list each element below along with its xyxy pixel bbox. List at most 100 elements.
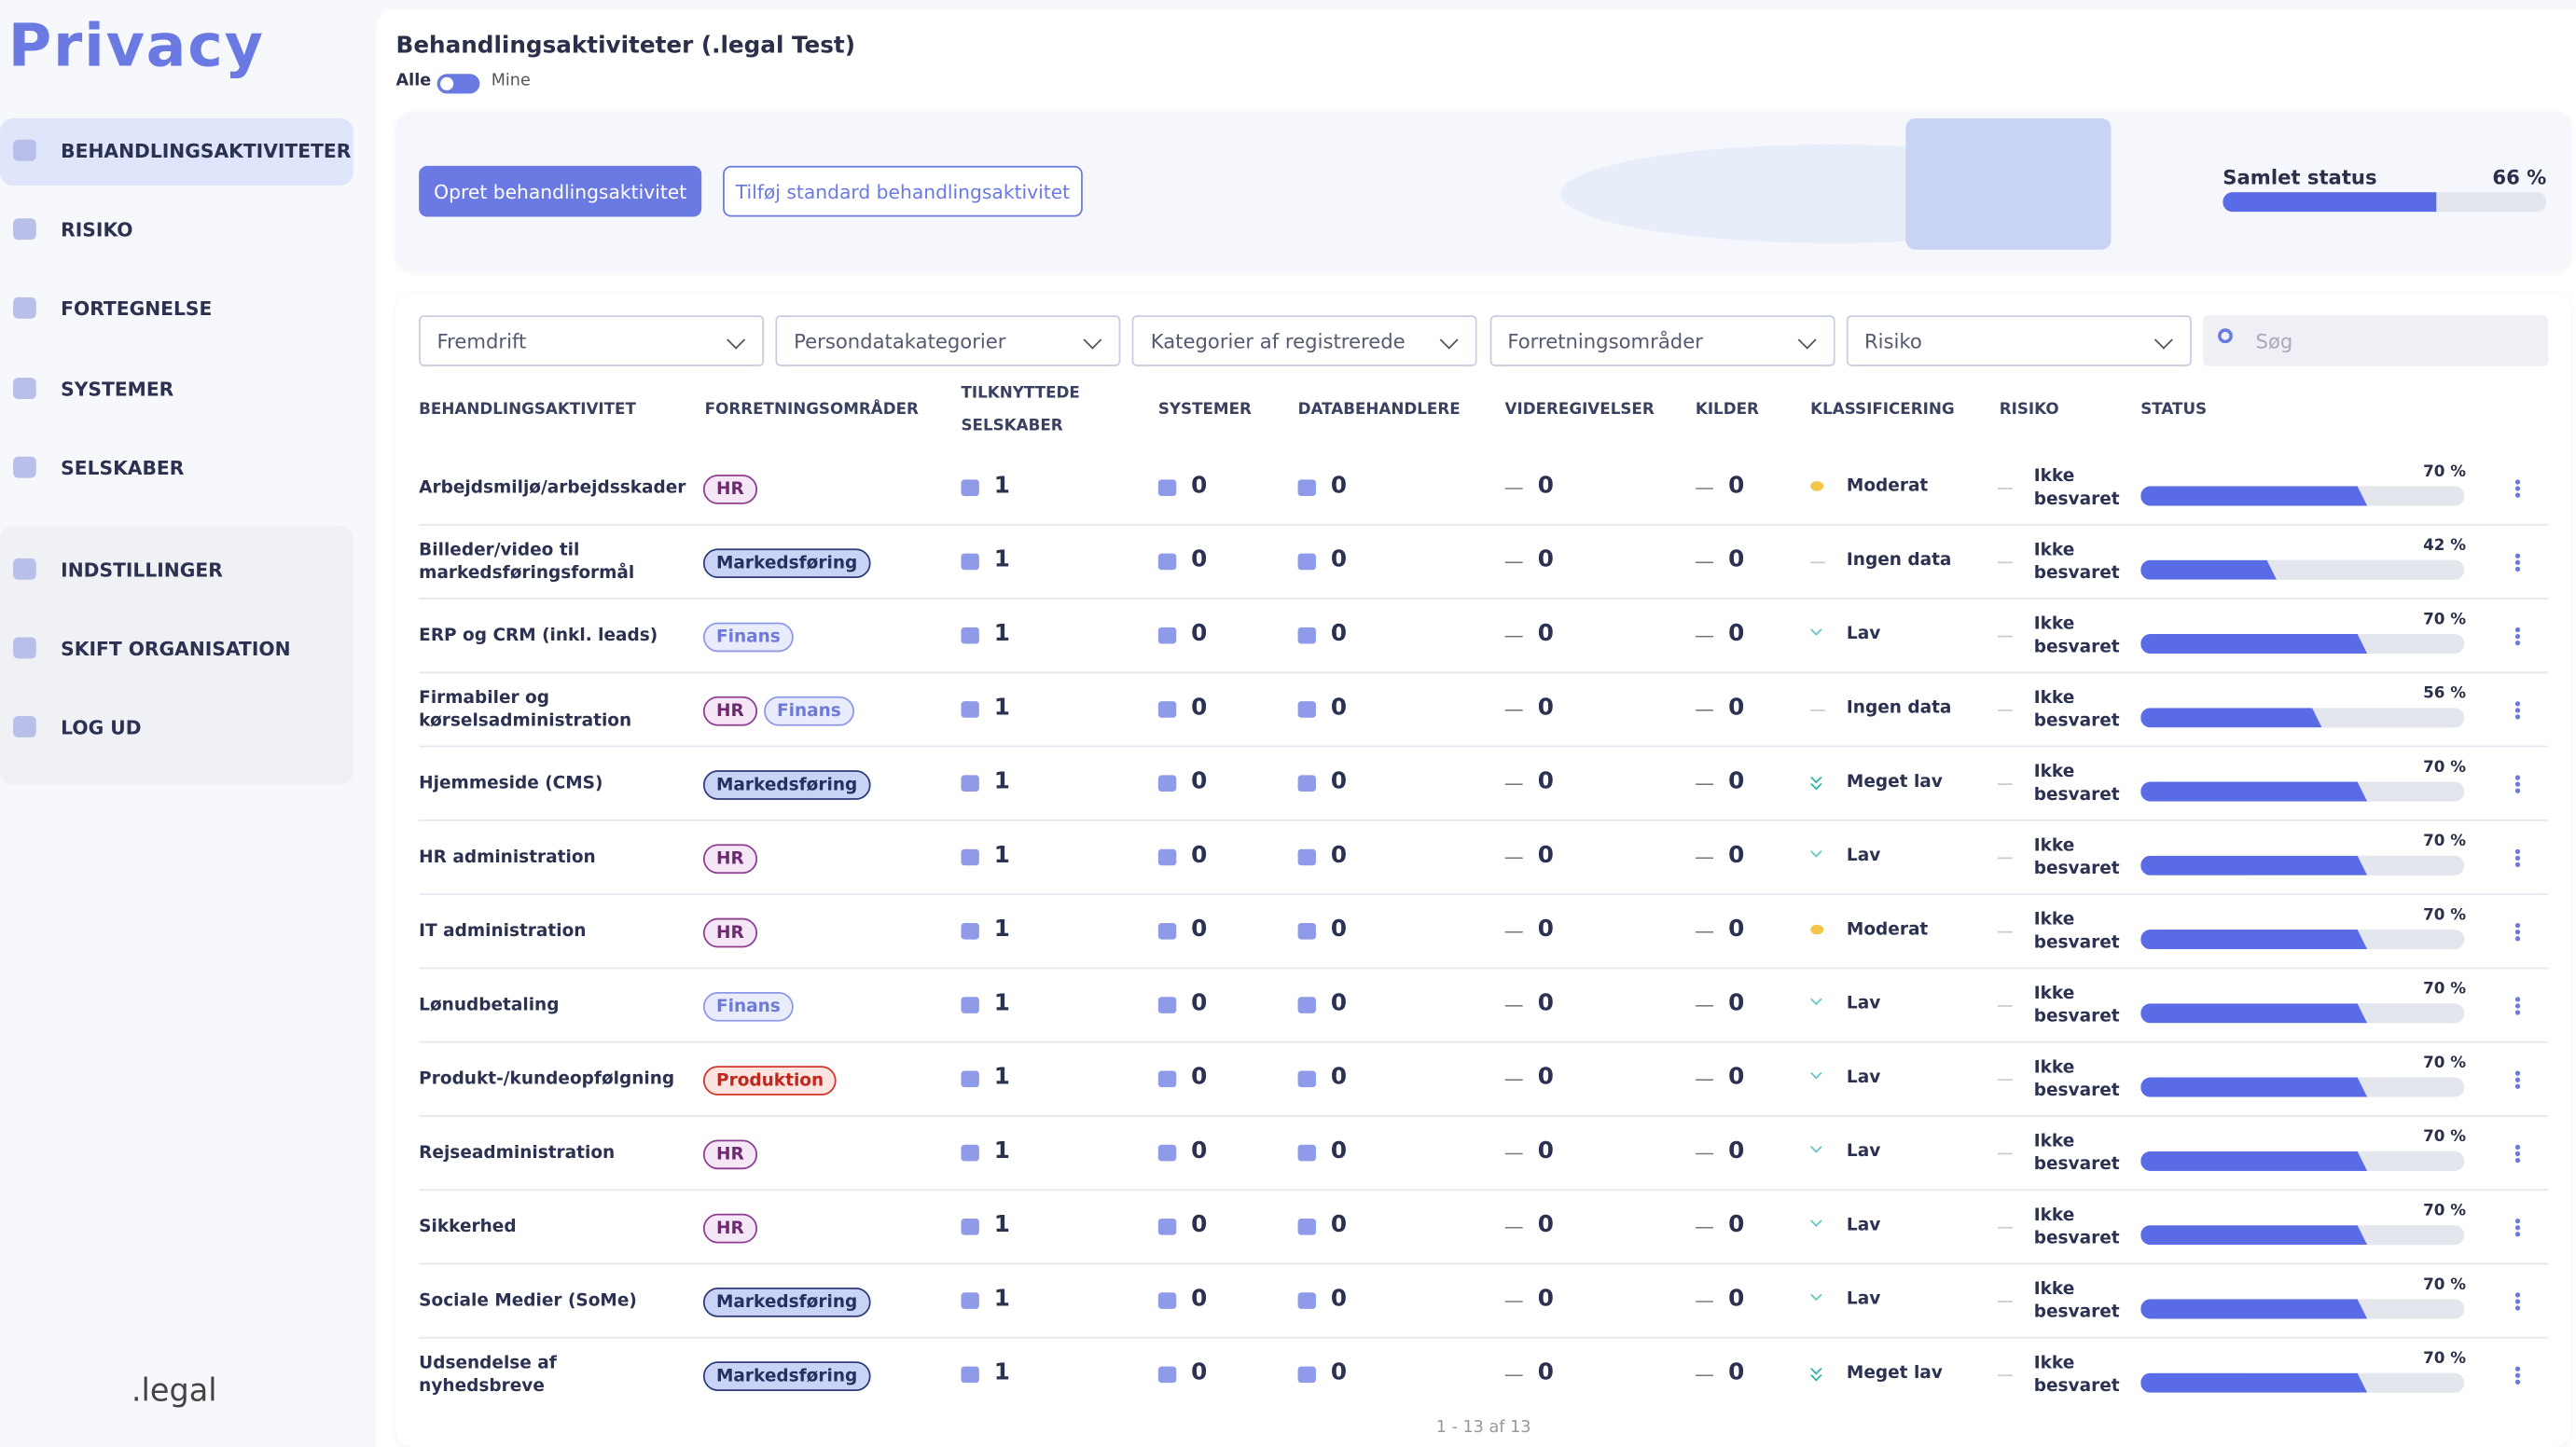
processors-count: 0: [1330, 916, 1347, 944]
companies-count: 1: [993, 546, 1010, 573]
companies-count: 1: [993, 916, 1010, 944]
row-menu-dot[interactable]: [2514, 486, 2521, 491]
settings-item[interactable]: LOG UD: [61, 716, 142, 739]
tag: HR: [702, 917, 757, 948]
activity-name[interactable]: Produkt-/kundeopfølgning: [419, 1068, 675, 1089]
activity-name[interactable]: IT administration: [419, 921, 587, 942]
status-track: [2140, 1225, 2465, 1246]
nav-item[interactable]: SELSKABER: [61, 456, 185, 480]
row-menu-dot[interactable]: [2514, 1003, 2521, 1009]
row-menu-dot[interactable]: [2514, 1077, 2521, 1082]
activity-name[interactable]: Sociale Medier (SoMe): [419, 1290, 637, 1311]
status-fill: [2140, 1078, 2367, 1097]
row-menu-dot[interactable]: [2514, 1151, 2521, 1157]
disclosures-count: 0: [1537, 695, 1554, 722]
tags: Finans: [702, 617, 800, 653]
activity-name[interactable]: Firmabiler og kørselsadministration: [419, 688, 632, 731]
tag: Markedsføring: [702, 770, 871, 800]
sources-count: 0: [1728, 1064, 1745, 1091]
activity-name[interactable]: HR administration: [419, 847, 596, 868]
row-menu-dot[interactable]: [2514, 930, 2521, 935]
companies-icon: [961, 1292, 979, 1309]
risk-dash: [1997, 1152, 2013, 1155]
row-menu-dot[interactable]: [2514, 1299, 2521, 1304]
disclosures-count: 0: [1537, 546, 1554, 573]
activity-name[interactable]: Rejseadministration: [419, 1143, 616, 1164]
row-menu-dot: [2514, 1083, 2521, 1089]
risk-dash: [1997, 1374, 2013, 1377]
status-text: 70 %: [2423, 1128, 2467, 1147]
status-text: 70 %: [2423, 833, 2467, 851]
risk: Ikke besvaret: [2033, 688, 2120, 731]
toggle-all[interactable]: Alle: [395, 72, 432, 90]
create-button[interactable]: Opret behandlingsaktivitet: [419, 165, 702, 217]
row-menu-dot: [2514, 1070, 2521, 1076]
row-divider: [419, 1336, 2549, 1339]
settings-item[interactable]: SKIFT ORGANISATION: [61, 637, 291, 661]
disclosures-count: 0: [1537, 916, 1554, 944]
systems-icon: [1157, 997, 1177, 1013]
row-menu-dot: [2514, 997, 2521, 1002]
status-track: [2140, 1151, 2465, 1171]
systems-icon: [1157, 1144, 1177, 1162]
activity-name[interactable]: ERP og CRM (inkl. leads): [419, 626, 658, 646]
search[interactable]: Søg: [2203, 315, 2549, 366]
activity-name[interactable]: Lønudbetaling: [419, 995, 560, 1015]
companies-count: 1: [993, 1064, 1010, 1091]
row-menu-dot[interactable]: [2514, 781, 2521, 787]
nav-item[interactable]: FORTEGNELSE: [61, 296, 213, 321]
filter[interactable]: Forretningsområder: [1489, 315, 1835, 366]
disclosures-icon: [1504, 635, 1523, 638]
row-menu-dot[interactable]: [2514, 1372, 2521, 1378]
filter[interactable]: Fremdrift: [419, 315, 765, 366]
systems-icon: [1157, 1070, 1177, 1088]
add-standard-button[interactable]: Tilføj standard behandlingsaktivitet: [723, 165, 1083, 217]
systems-count: 0: [1191, 1211, 1208, 1239]
systems-icon: [1157, 1219, 1177, 1235]
status-text: 70 %: [2423, 758, 2467, 778]
tags: Markedsføring: [702, 765, 877, 800]
companies-count: 1: [993, 473, 1010, 500]
filter[interactable]: Risiko: [1846, 315, 2192, 366]
companies-count: 1: [993, 1137, 1010, 1164]
status-fill: [2140, 708, 2321, 727]
row-menu-dot[interactable]: [2514, 855, 2521, 861]
row-menu-dot[interactable]: [2514, 559, 2521, 565]
sources-icon: [1695, 930, 1714, 933]
filter-chevron: [1796, 330, 1816, 350]
banner-illustration: [1905, 117, 2112, 250]
activity-name[interactable]: Hjemmeside (CMS): [419, 773, 603, 793]
classification: Meget lav: [1846, 1363, 1943, 1384]
activity-name[interactable]: Arbejdsmiljø/arbejdsskader: [419, 477, 686, 498]
filter-chevron: [2154, 330, 2173, 350]
nav-item[interactable]: SYSTEMER: [61, 378, 174, 401]
row-divider: [419, 671, 2549, 674]
row-menu-dot[interactable]: [2514, 1225, 2521, 1231]
status-text: 70 %: [2423, 1054, 2467, 1073]
filter-chevron: [1440, 330, 1460, 350]
column-header[interactable]: BEHANDLINGSAKTIVITET: [419, 400, 636, 420]
settings-item[interactable]: INDSTILLINGER: [61, 558, 223, 582]
activity-name[interactable]: Udsendelse af nyhedsbreve: [419, 1353, 557, 1397]
activity-name[interactable]: Sikkerhed: [419, 1217, 517, 1237]
filter[interactable]: Kategorier af registrerede: [1132, 315, 1478, 366]
nav-item[interactable]: BEHANDLINGSAKTIVITETER: [61, 139, 352, 163]
tag: Finans: [702, 622, 794, 653]
companies-count: 1: [993, 1286, 1010, 1313]
row-menu-dot[interactable]: [2514, 708, 2521, 713]
systems-icon: [1157, 848, 1177, 866]
sources-icon: [1695, 1374, 1714, 1377]
status-text: 70 %: [2423, 980, 2467, 999]
filter[interactable]: Persondatakategorier: [775, 315, 1121, 366]
nav-item[interactable]: RISIKO: [61, 218, 133, 241]
row-menu-dot[interactable]: [2514, 633, 2521, 640]
processors-count: 0: [1330, 1211, 1347, 1239]
activity-name[interactable]: Billeder/video til markedsføringsformål: [419, 540, 635, 584]
sources-count: 0: [1728, 473, 1745, 500]
processors-count: 0: [1330, 1137, 1347, 1164]
toggle-switch[interactable]: [436, 74, 480, 94]
toggle-mine[interactable]: Mine: [491, 72, 531, 90]
row-menu-dot: [2514, 1232, 2521, 1237]
risk-dash: [1997, 857, 2013, 860]
tags: HR Finans: [702, 692, 861, 726]
